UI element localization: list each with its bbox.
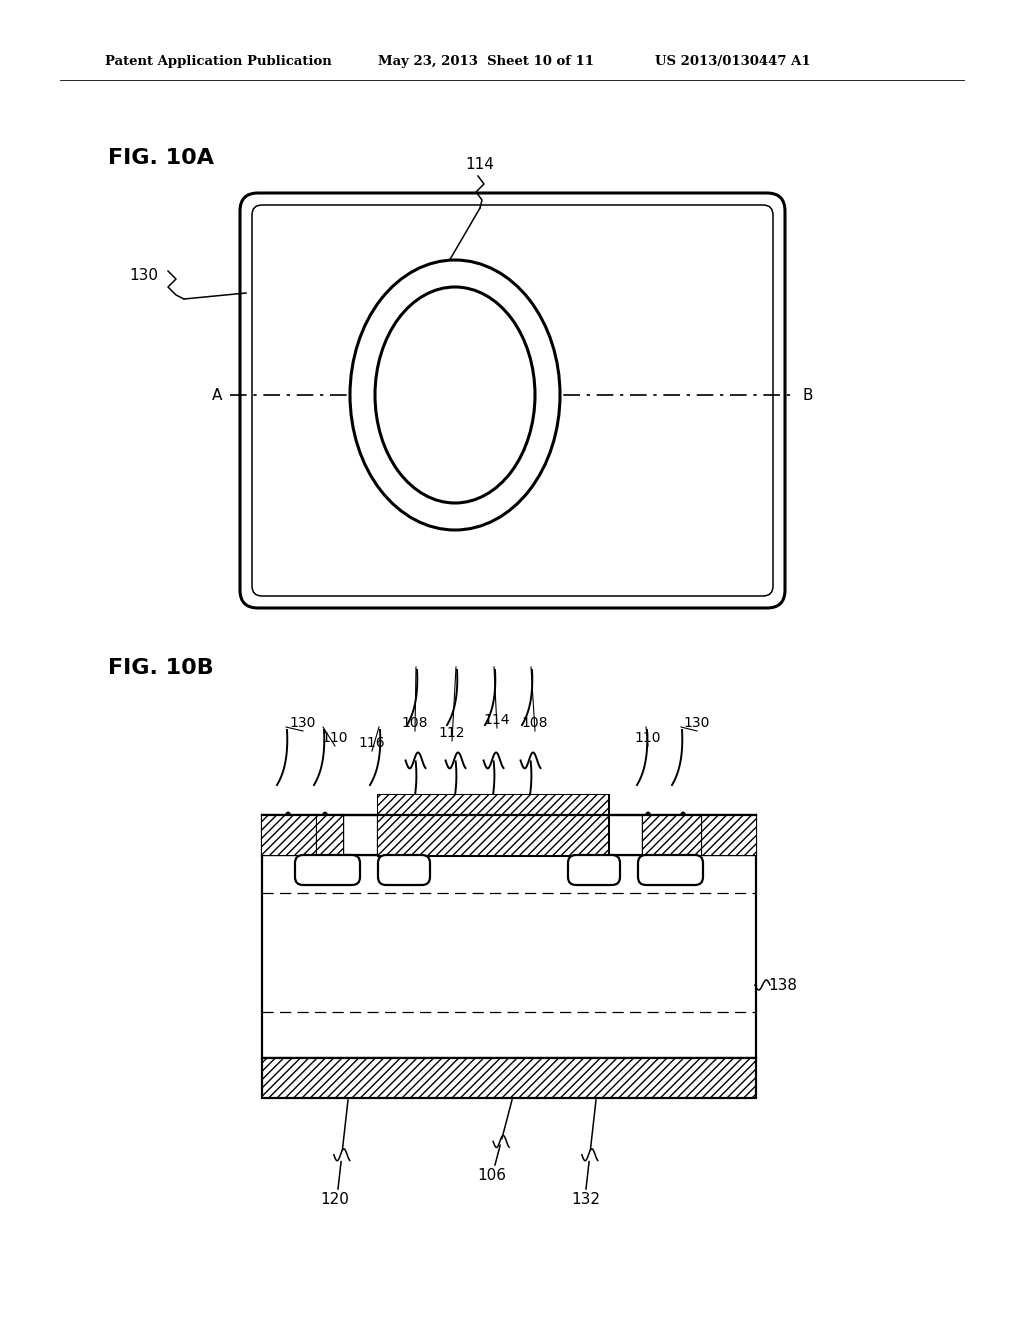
Text: 116: 116: [358, 737, 385, 750]
Bar: [262, 814, 317, 855]
Text: Patent Application Publication: Patent Application Publication: [105, 55, 332, 69]
Bar: [701, 814, 756, 855]
Ellipse shape: [350, 260, 560, 531]
Text: 120: 120: [321, 1192, 349, 1206]
Bar: [262, 1059, 756, 1098]
FancyBboxPatch shape: [378, 855, 430, 884]
FancyBboxPatch shape: [638, 855, 703, 884]
Text: 130: 130: [684, 715, 711, 730]
Text: 110: 110: [322, 731, 348, 744]
Bar: [317, 814, 343, 855]
Text: B: B: [803, 388, 813, 403]
Bar: [343, 814, 378, 855]
FancyBboxPatch shape: [240, 193, 785, 609]
Bar: [262, 855, 756, 1059]
Ellipse shape: [375, 286, 535, 503]
Bar: [317, 814, 343, 855]
FancyBboxPatch shape: [568, 855, 620, 884]
Text: A: A: [212, 388, 222, 403]
Text: 138: 138: [768, 978, 797, 993]
Text: 108: 108: [401, 715, 428, 730]
Text: 114: 114: [483, 713, 510, 727]
Text: 110: 110: [635, 731, 662, 744]
FancyBboxPatch shape: [252, 205, 773, 597]
Text: US 2013/0130447 A1: US 2013/0130447 A1: [655, 55, 811, 69]
Text: 130: 130: [129, 268, 158, 282]
Text: 132: 132: [571, 1192, 600, 1206]
Text: 114: 114: [466, 157, 495, 172]
Bar: [378, 795, 608, 855]
FancyBboxPatch shape: [295, 855, 360, 884]
Text: May 23, 2013  Sheet 10 of 11: May 23, 2013 Sheet 10 of 11: [378, 55, 594, 69]
Bar: [643, 814, 701, 855]
Text: FIG. 10A: FIG. 10A: [108, 148, 214, 168]
Text: 106: 106: [477, 1168, 507, 1183]
Bar: [643, 814, 701, 855]
Bar: [378, 795, 608, 855]
Text: 130: 130: [290, 715, 316, 730]
Text: FIG. 10B: FIG. 10B: [108, 657, 214, 678]
Bar: [608, 814, 643, 855]
Text: 108: 108: [522, 715, 548, 730]
Bar: [262, 814, 317, 855]
Text: 112: 112: [438, 726, 465, 741]
Bar: [701, 814, 756, 855]
